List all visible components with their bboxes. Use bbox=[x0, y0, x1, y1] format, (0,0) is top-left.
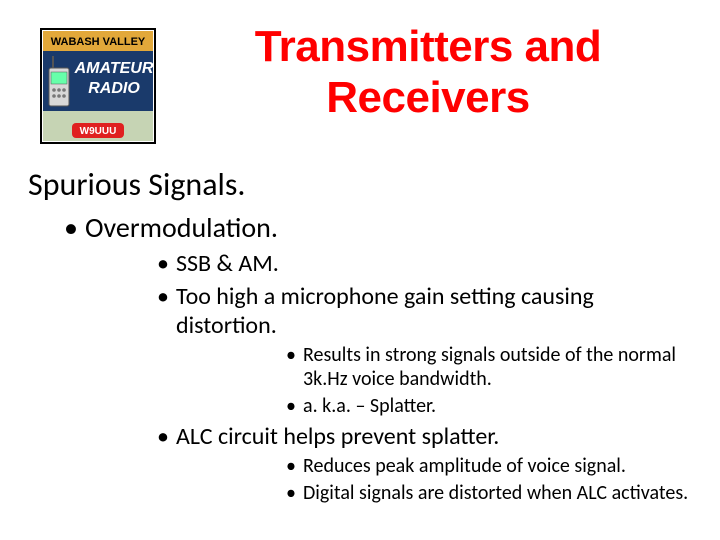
bullet-text: Too high a microphone gain setting causi… bbox=[176, 282, 594, 340]
bullet-lvl3: Results in strong signals outside of the… bbox=[176, 343, 698, 391]
bullet-text: ALC circuit helps prevent splatter. bbox=[176, 422, 499, 451]
svg-text:W9UUU: W9UUU bbox=[80, 126, 117, 137]
bullet-lvl1: Overmodulation. SSB & AM. Too high a mic… bbox=[28, 210, 698, 505]
slide-title: Transmitters and Receivers bbox=[168, 22, 688, 123]
bullet-text: SSB & AM. bbox=[176, 249, 279, 278]
title-line-2: Receivers bbox=[326, 73, 529, 122]
slide-subtitle: Spurious Signals. bbox=[28, 165, 245, 204]
svg-text:RADIO: RADIO bbox=[88, 80, 140, 97]
svg-text:WABASH VALLEY: WABASH VALLEY bbox=[51, 36, 146, 48]
bullet-text: Results in strong signals outside of the… bbox=[303, 343, 676, 391]
slide: WABASH VALLEY AMATEUR RADIO W9UUU Transm… bbox=[0, 0, 720, 540]
bullet-lvl3: Digital signals are distorted when ALC a… bbox=[176, 481, 698, 505]
bullet-text: Digital signals are distorted when ALC a… bbox=[303, 481, 688, 505]
slide-body: Overmodulation. SSB & AM. Too high a mic… bbox=[28, 210, 698, 511]
bullet-text: Reduces peak amplitude of voice signal. bbox=[303, 454, 626, 478]
bullet-lvl2: ALC circuit helps prevent splatter. Redu… bbox=[85, 422, 698, 505]
svg-text:AMATEUR: AMATEUR bbox=[74, 60, 154, 77]
bullet-lvl2: SSB & AM. bbox=[85, 249, 698, 278]
bullet-lvl2: Too high a microphone gain setting causi… bbox=[85, 282, 698, 418]
club-logo: WABASH VALLEY AMATEUR RADIO W9UUU bbox=[40, 28, 156, 144]
bullet-lvl3: a. k.a. – Splatter. bbox=[176, 394, 698, 418]
bullet-lvl3: Reduces peak amplitude of voice signal. bbox=[176, 454, 698, 478]
bullet-text: a. k.a. – Splatter. bbox=[303, 394, 436, 418]
title-line-1: Transmitters and bbox=[255, 22, 602, 71]
bullet-text: Overmodulation. bbox=[85, 210, 278, 245]
